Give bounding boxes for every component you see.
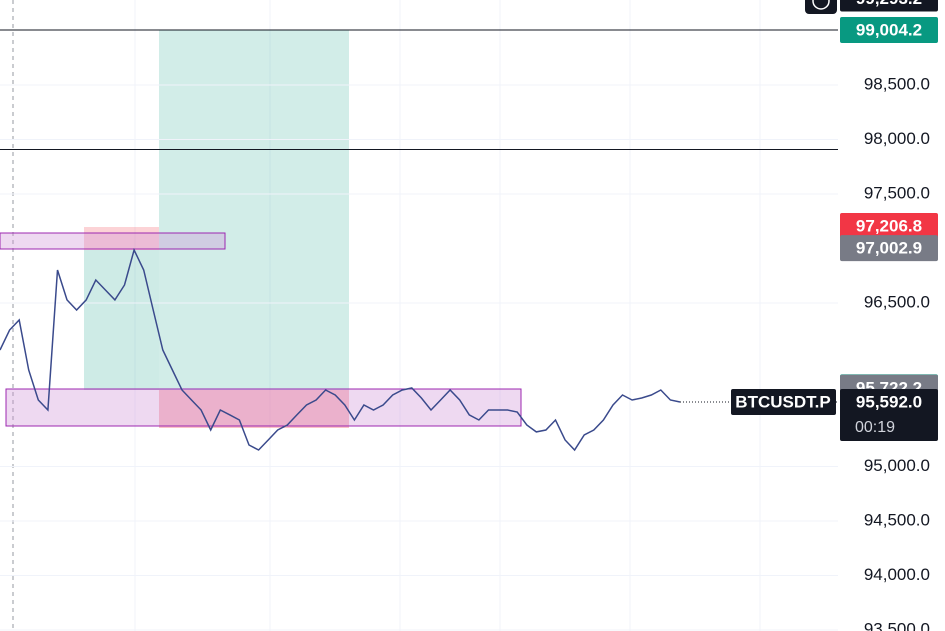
zone <box>5 388 522 427</box>
profit-zone <box>84 250 159 390</box>
alert-button[interactable] <box>805 0 837 14</box>
price-badge-label: 97,002.9 <box>856 239 922 258</box>
price-badge-label: 99,293.2 <box>856 0 922 8</box>
price-tick-label: 97,500.0 <box>864 183 930 202</box>
price-badge-label: 99,004.2 <box>856 21 922 40</box>
price-tick-label: 98,500.0 <box>864 74 930 93</box>
price-tick-label: 94,500.0 <box>864 510 930 529</box>
price-tick-label: 94,000.0 <box>864 565 930 584</box>
price-tick-label: 95,000.0 <box>864 456 930 475</box>
grid <box>134 0 761 631</box>
price-badge <box>840 235 938 262</box>
profit-zone <box>159 30 349 390</box>
price-tick-label: 96,500.0 <box>864 292 930 311</box>
price-badge-label: 97,206.8 <box>856 216 922 235</box>
price-badge <box>840 388 938 441</box>
price-tick-label: 93,500.0 <box>864 619 930 631</box>
price-badge <box>840 0 938 12</box>
price-badge <box>840 17 938 44</box>
price-tick-label: 98,000.0 <box>864 129 930 148</box>
alert-icon <box>812 0 830 10</box>
price-series <box>0 247 681 452</box>
price-badge-label: 95,592.0 <box>856 392 922 411</box>
symbol-label: BTCUSDT.P <box>735 392 830 411</box>
loss-zone <box>159 390 349 428</box>
countdown: 00:19 <box>855 419 895 436</box>
price-badge <box>840 212 938 239</box>
symbol-badge <box>731 388 836 415</box>
zone <box>0 232 226 250</box>
